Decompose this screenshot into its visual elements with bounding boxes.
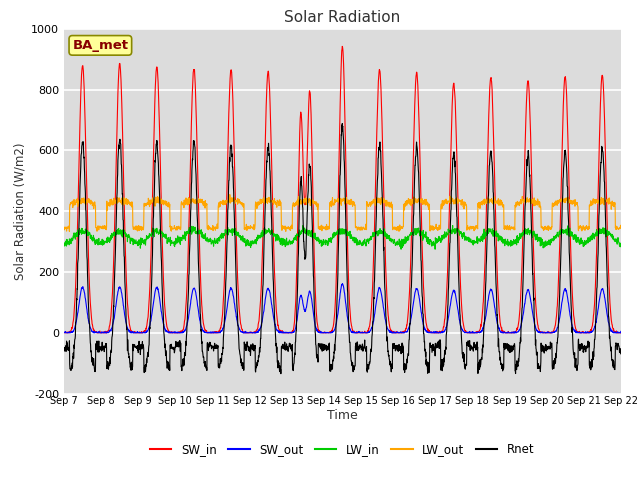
Title: Solar Radiation: Solar Radiation <box>284 10 401 25</box>
Y-axis label: Solar Radiation (W/m2): Solar Radiation (W/m2) <box>14 143 27 280</box>
Text: BA_met: BA_met <box>72 39 129 52</box>
Legend: SW_in, SW_out, LW_in, LW_out, Rnet: SW_in, SW_out, LW_in, LW_out, Rnet <box>145 438 540 461</box>
X-axis label: Time: Time <box>327 409 358 422</box>
